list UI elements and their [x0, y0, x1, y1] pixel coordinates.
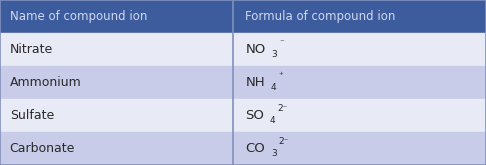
Text: Ammonium: Ammonium	[10, 76, 82, 89]
Text: Name of compound ion: Name of compound ion	[10, 10, 147, 23]
Bar	[0, 99, 486, 132]
Text: SO: SO	[245, 109, 264, 122]
Text: 3: 3	[271, 149, 277, 158]
Text: Nitrate: Nitrate	[10, 43, 53, 56]
Text: ⁻: ⁻	[279, 38, 284, 47]
Text: 4: 4	[270, 116, 276, 125]
Text: NH: NH	[245, 76, 265, 89]
Text: ⁺: ⁺	[278, 71, 283, 80]
Text: NO: NO	[245, 43, 266, 56]
Text: 2⁻: 2⁻	[278, 137, 289, 146]
Text: Carbonate: Carbonate	[10, 142, 75, 155]
Bar	[0, 132, 486, 165]
Text: 3: 3	[272, 50, 278, 59]
Bar	[0, 66, 486, 99]
Bar	[0, 0, 486, 33]
Text: 4: 4	[271, 83, 277, 92]
Text: Formula of compound ion: Formula of compound ion	[245, 10, 396, 23]
Text: Sulfate: Sulfate	[10, 109, 54, 122]
Text: CO: CO	[245, 142, 265, 155]
Bar	[0, 33, 486, 66]
Text: 2⁻: 2⁻	[277, 104, 287, 113]
